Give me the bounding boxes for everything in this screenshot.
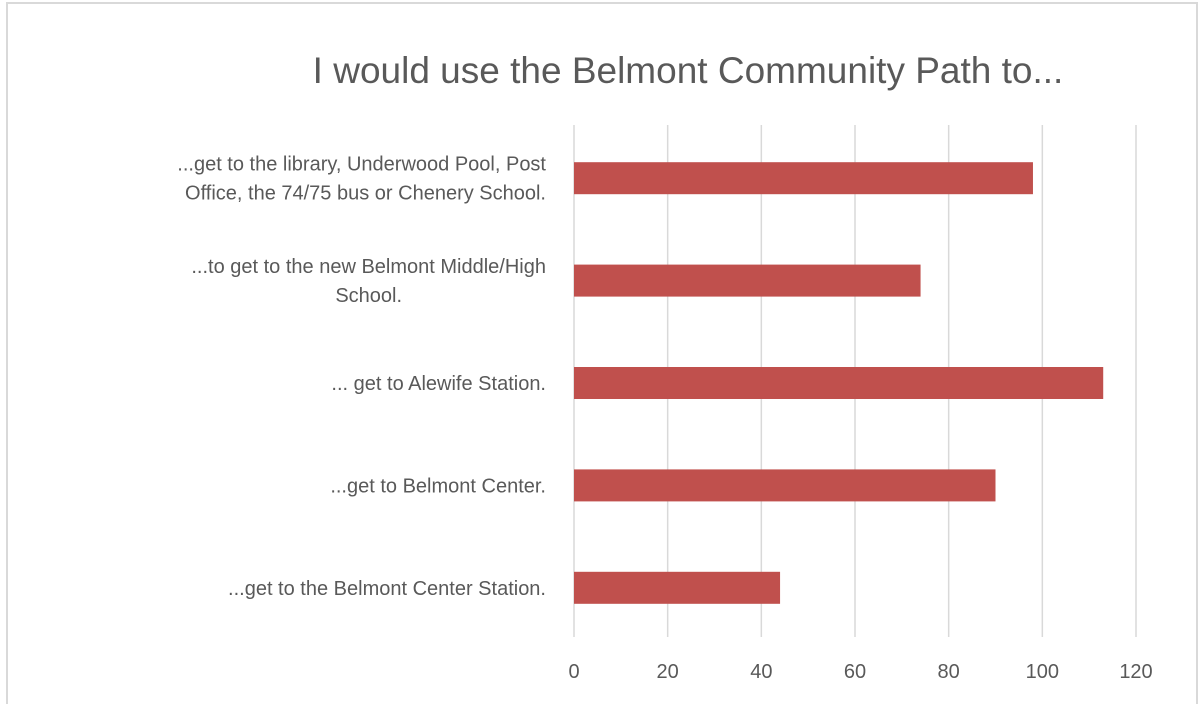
x-tick-label: 40 [750, 661, 772, 683]
chart-frame: I would use the Belmont Community Path t… [6, 2, 1198, 704]
bar [574, 469, 996, 502]
category-label: Office, the 74/75 bus or Chenery School. [185, 183, 546, 205]
x-tick-label: 80 [938, 661, 960, 683]
chart-title: I would use the Belmont Community Path t… [313, 50, 1064, 91]
bars [574, 162, 1104, 604]
category-label: ...get to the library, Underwood Pool, P… [177, 154, 546, 176]
bar [574, 264, 921, 297]
x-axis-tick-labels: 0 20 40 60 80 100 120 [568, 661, 1152, 683]
category-label: ...get to Belmont Center. [330, 475, 546, 497]
bar [574, 367, 1104, 399]
x-tick-label: 0 [568, 661, 579, 683]
category-label: ...to get to the new Belmont Middle/High [191, 256, 546, 278]
bar-chart: I would use the Belmont Community Path t… [177, 50, 1152, 683]
category-label: ...get to the Belmont Center Station. [228, 578, 546, 600]
category-labels: ...get to the library, Underwood Pool, P… [177, 154, 546, 600]
x-tick-label: 120 [1119, 661, 1152, 683]
x-tick-label: 100 [1026, 661, 1059, 683]
x-tick-label: 60 [844, 661, 866, 683]
bar [574, 571, 781, 604]
x-tick-label: 20 [657, 661, 679, 683]
category-label: ... get to Alewife Station. [331, 373, 546, 395]
category-label: School. [335, 285, 402, 307]
bar [574, 162, 1033, 195]
